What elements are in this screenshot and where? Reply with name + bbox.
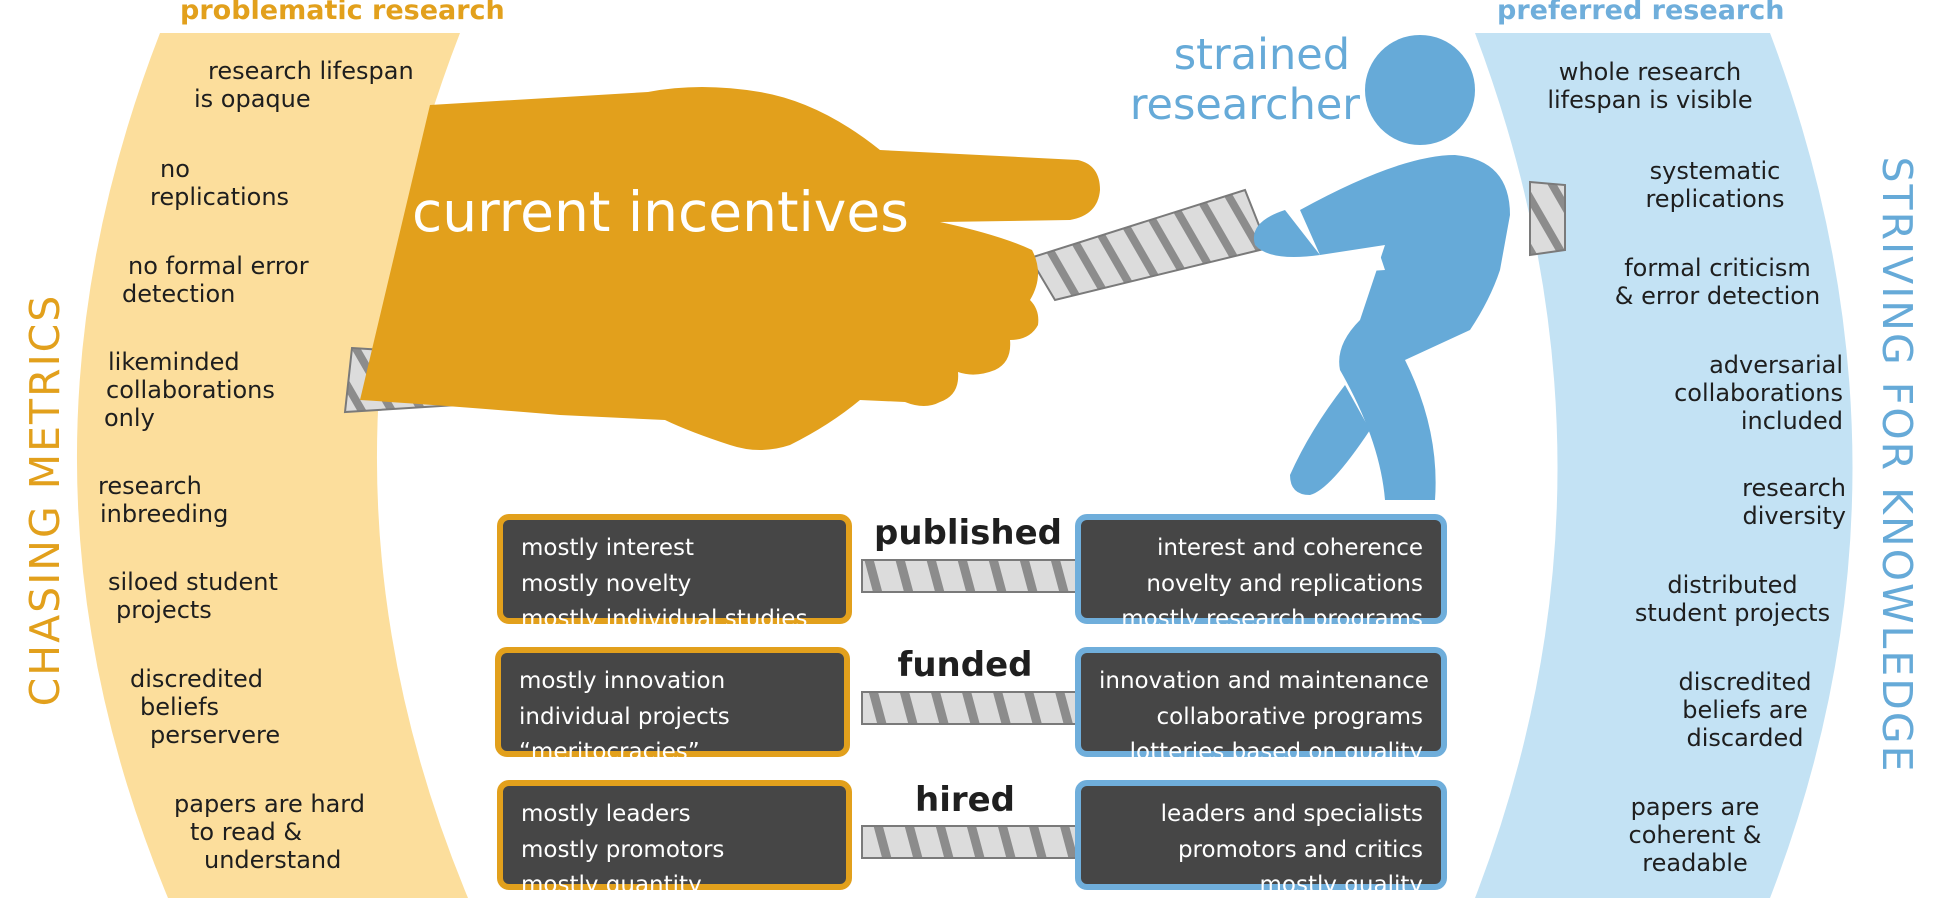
published-right-box: interest and coherence novelty and repli…	[1075, 514, 1447, 632]
left-panel-title: problematic research	[180, 0, 505, 26]
left-panel-shape	[76, 33, 468, 898]
right-panel-title: preferred research	[1497, 0, 1785, 26]
left-vertical-label: CHASING METRICS	[21, 293, 69, 707]
comparison-ropes	[861, 559, 1078, 859]
funded-left-box: mostly innovation individual projects “m…	[495, 647, 850, 765]
right-panel-shape	[1475, 33, 1853, 898]
left-item: siloed student projects	[108, 568, 278, 624]
researcher-figure	[1253, 35, 1510, 500]
left-item: no replications	[150, 155, 290, 211]
right-item: whole research lifespan is visible	[1547, 58, 1753, 114]
comparison-label-funded: funded	[897, 645, 1033, 685]
researcher-label: strained researcher	[1129, 30, 1360, 130]
left-item: discredited beliefs perservere	[130, 665, 281, 749]
published-left-box: mostly interest mostly novelty mostly in…	[497, 514, 852, 632]
comparison-label-hired: hired	[914, 780, 1016, 820]
left-item: no formal error detection	[122, 252, 309, 308]
left-item: research inbreeding	[98, 472, 229, 528]
right-vertical-label: STRIVING FOR KNOWLEDGE	[1873, 156, 1921, 774]
comparison-label-published: published	[873, 513, 1063, 553]
right-item: adversarial collaborations included	[1674, 351, 1843, 435]
left-item: papers are hard to read & understand	[174, 790, 365, 874]
hired-right-box: leaders and specialists promotors and cr…	[1075, 780, 1447, 898]
right-item: formal criticism & error detection	[1614, 254, 1821, 310]
right-item: distributed student projects	[1634, 571, 1831, 627]
hired-left-box: mostly leaders mostly promotors mostly q…	[497, 780, 852, 898]
left-item: likeminded collaborations only	[104, 348, 275, 432]
right-item: research diversity	[1742, 474, 1846, 530]
hand-shape	[360, 87, 1100, 450]
left-item: research lifespan is opaque	[194, 57, 414, 113]
right-item: papers are coherent & readable	[1628, 793, 1762, 877]
right-item: discredited beliefs are discarded	[1678, 668, 1812, 752]
hand-label: current incentives	[412, 180, 909, 244]
funded-right-box: innovation and maintenance collaborative…	[1075, 647, 1447, 765]
right-item: systematic replications	[1645, 157, 1785, 213]
